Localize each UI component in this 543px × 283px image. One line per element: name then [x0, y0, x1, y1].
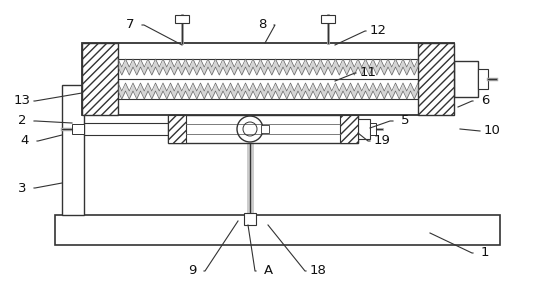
Text: 10: 10	[484, 125, 501, 138]
Bar	[82, 43, 118, 115]
Bar	[358, 119, 370, 139]
Text: A: A	[263, 265, 273, 278]
Bar	[321, 15, 335, 23]
Bar	[370, 123, 376, 135]
Bar	[168, 115, 358, 143]
Bar	[261, 125, 269, 133]
Bar	[454, 61, 478, 97]
Text: 9: 9	[188, 265, 196, 278]
Text: 8: 8	[258, 18, 266, 31]
Text: 2: 2	[18, 115, 26, 128]
Bar	[168, 115, 186, 143]
Bar	[244, 213, 256, 225]
Text: 5: 5	[401, 115, 409, 128]
Bar	[175, 15, 189, 23]
Bar	[72, 124, 84, 134]
Text: 13: 13	[14, 95, 30, 108]
Text: 19: 19	[374, 134, 390, 147]
Text: 11: 11	[359, 67, 376, 80]
Text: 18: 18	[310, 265, 326, 278]
Text: 12: 12	[369, 25, 387, 38]
Bar	[418, 43, 454, 115]
Bar	[55, 215, 500, 245]
Text: 7: 7	[126, 18, 134, 31]
Text: 6: 6	[481, 95, 489, 108]
Bar	[82, 43, 454, 115]
Bar	[340, 115, 358, 143]
Bar	[62, 85, 84, 215]
Text: 4: 4	[21, 134, 29, 147]
Bar	[478, 69, 488, 89]
Text: 1: 1	[481, 246, 489, 260]
Text: 3: 3	[18, 181, 26, 194]
